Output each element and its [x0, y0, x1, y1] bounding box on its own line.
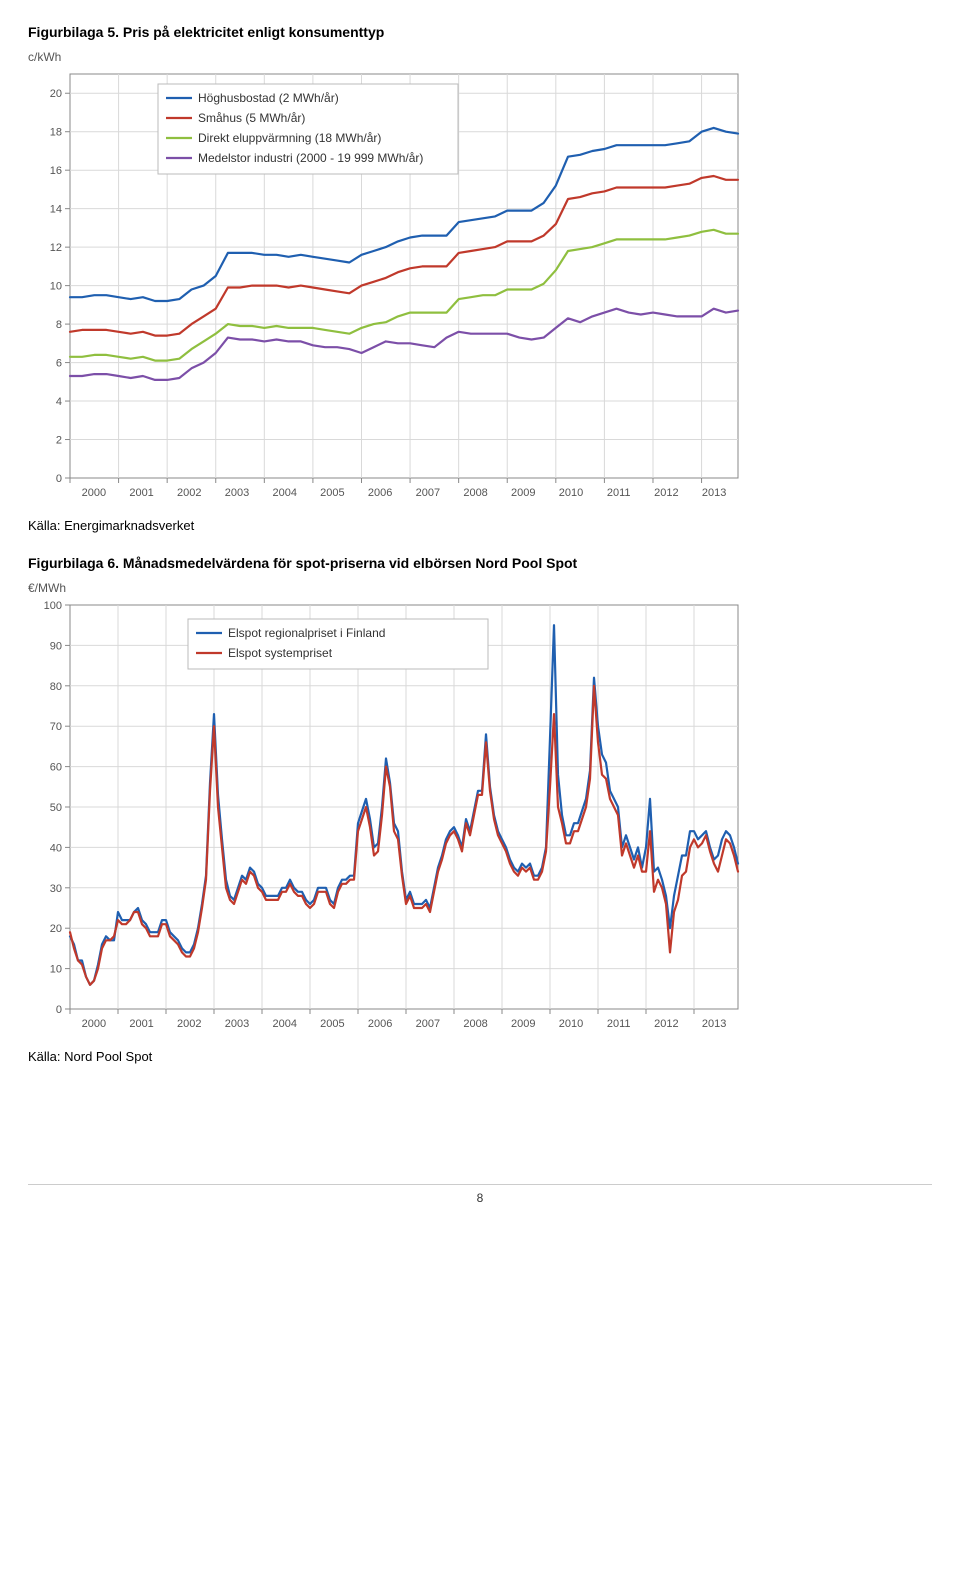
svg-text:2012: 2012: [654, 487, 678, 499]
chart1-title: Figurbilaga 5. Pris på elektricitet enli…: [28, 24, 932, 40]
svg-text:2011: 2011: [607, 1018, 631, 1030]
svg-text:2013: 2013: [702, 1018, 726, 1030]
svg-text:2006: 2006: [368, 487, 392, 499]
page-number: 8: [477, 1191, 484, 1205]
svg-text:2003: 2003: [225, 1018, 249, 1030]
svg-text:2000: 2000: [82, 1018, 106, 1030]
chart2-container: €/MWh 0 10 20 30 40 50 60 70 80 90 100 2000 2001 2002…: [28, 581, 932, 1037]
svg-text:2011: 2011: [607, 487, 631, 499]
svg-text:18: 18: [50, 127, 62, 139]
svg-text:2008: 2008: [463, 1018, 487, 1030]
svg-text:Småhus (5 MWh/år): Småhus (5 MWh/år): [198, 111, 305, 125]
svg-text:2010: 2010: [559, 487, 583, 499]
chart2-title: Figurbilaga 6. Månadsmedelvärdena för sp…: [28, 555, 932, 571]
svg-text:2007: 2007: [416, 1018, 440, 1030]
svg-text:2012: 2012: [654, 1018, 678, 1030]
svg-text:2005: 2005: [320, 1018, 344, 1030]
svg-text:4: 4: [56, 396, 62, 408]
svg-text:30: 30: [50, 883, 62, 895]
page-footer: 8: [28, 1184, 932, 1205]
svg-text:2004: 2004: [272, 1018, 296, 1030]
svg-text:Höghusbostad (2 MWh/år): Höghusbostad (2 MWh/år): [198, 91, 339, 105]
chart1-y-unit: c/kWh: [28, 50, 932, 64]
svg-text:10: 10: [50, 281, 62, 293]
svg-text:2005: 2005: [320, 487, 344, 499]
chart1-svg: 0 2 4 6 8 10 12 14 16 18 20 2000 2001 2002 2003 2004 200…: [28, 66, 748, 506]
svg-text:2006: 2006: [368, 1018, 392, 1030]
svg-text:2000: 2000: [82, 487, 106, 499]
svg-text:Direkt eluppvärmning (18 MWh/å: Direkt eluppvärmning (18 MWh/år): [198, 131, 381, 145]
svg-text:2013: 2013: [702, 487, 726, 499]
svg-text:2: 2: [56, 435, 62, 447]
svg-text:2003: 2003: [225, 487, 249, 499]
svg-text:100: 100: [44, 600, 62, 612]
svg-text:20: 20: [50, 923, 62, 935]
svg-text:2002: 2002: [177, 487, 201, 499]
chart2-source: Källa: Nord Pool Spot: [28, 1049, 932, 1064]
svg-text:50: 50: [50, 802, 62, 814]
svg-text:6: 6: [56, 358, 62, 370]
svg-text:0: 0: [56, 473, 62, 485]
chart1-source: Källa: Energimarknadsverket: [28, 518, 932, 533]
svg-text:2009: 2009: [511, 487, 535, 499]
svg-text:70: 70: [50, 721, 62, 733]
svg-text:2008: 2008: [463, 487, 487, 499]
svg-text:Medelstor industri (2000 - 19: Medelstor industri (2000 - 19 999 MWh/år…: [198, 151, 423, 165]
svg-text:14: 14: [50, 204, 62, 216]
svg-text:16: 16: [50, 165, 62, 177]
svg-text:0: 0: [56, 1004, 62, 1016]
svg-text:90: 90: [50, 640, 62, 652]
svg-text:Elspot systempriset: Elspot systempriset: [228, 646, 333, 660]
svg-text:2002: 2002: [177, 1018, 201, 1030]
chart1-container: c/kWh 0 2 4 6 8 10 12 14 16 18 20 2000 2001 2002 2003 2…: [28, 50, 932, 506]
svg-text:10: 10: [50, 964, 62, 976]
svg-text:40: 40: [50, 842, 62, 854]
svg-text:12: 12: [50, 242, 62, 254]
svg-text:2004: 2004: [272, 487, 296, 499]
svg-text:2010: 2010: [559, 1018, 583, 1030]
svg-text:2009: 2009: [511, 1018, 535, 1030]
chart2-svg: 0 10 20 30 40 50 60 70 80 90 100 2000 2001 2002 2003 20…: [28, 597, 748, 1037]
svg-text:2001: 2001: [129, 487, 153, 499]
svg-text:2001: 2001: [129, 1018, 153, 1030]
svg-text:2007: 2007: [416, 487, 440, 499]
chart2-y-unit: €/MWh: [28, 581, 932, 595]
svg-text:Elspot regionalpriset i Finlan: Elspot regionalpriset i Finland: [228, 626, 385, 640]
svg-text:80: 80: [50, 681, 62, 693]
svg-text:8: 8: [56, 319, 62, 331]
svg-text:20: 20: [50, 88, 62, 100]
svg-text:60: 60: [50, 762, 62, 774]
